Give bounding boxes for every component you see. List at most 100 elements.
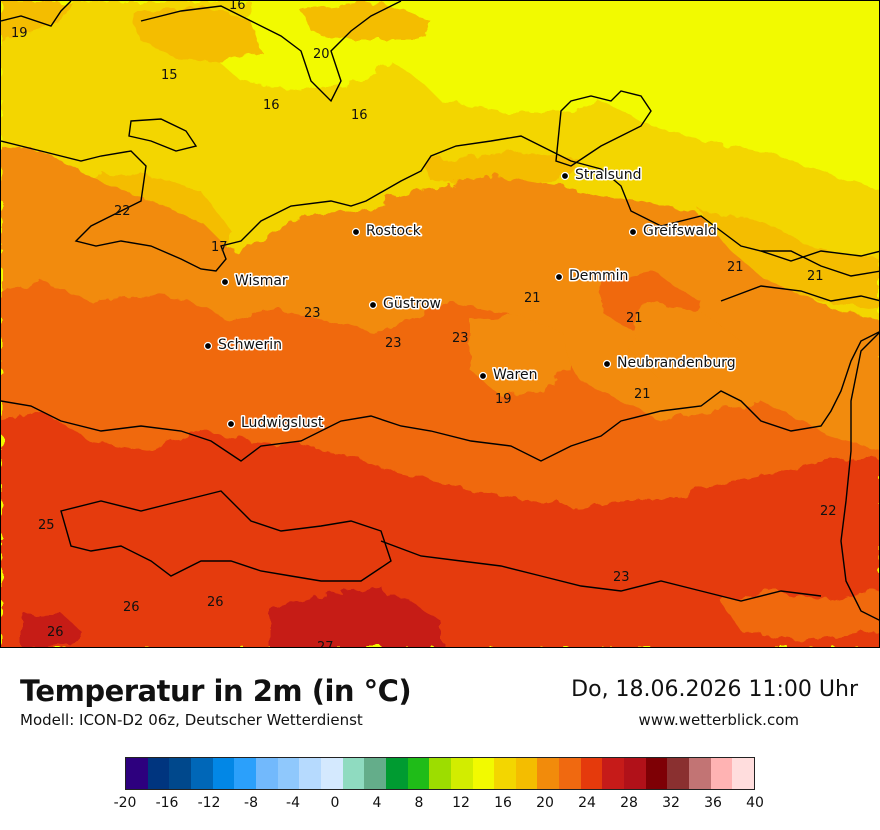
iso-label: 21 [727, 260, 744, 275]
legend-swatch [624, 758, 646, 789]
forecast-datetime: Do, 18.06.2026 11:00 Uhr [571, 677, 858, 702]
legend-swatch [559, 758, 581, 789]
city-guestrow[interactable]: Güstrow [368, 295, 442, 314]
temp-band-24b [471, 301, 741, 396]
city-dot-icon [351, 227, 361, 237]
iso-label: 15 [161, 68, 178, 83]
legend-swatch [364, 758, 386, 789]
city-label: Demmin [569, 268, 628, 284]
legend-ticks: -20 -16 -12 -8 -4 0 4 8 12 16 20 24 28 32 36 40 [114, 795, 764, 815]
city-wismar[interactable]: Wismar [220, 272, 289, 291]
iso-label: 26 [123, 600, 140, 615]
legend-swatch [645, 758, 668, 789]
legend-swatch [667, 758, 690, 789]
city-dot-icon [628, 227, 638, 237]
city-label: Neubrandenburg [617, 355, 736, 371]
legend-swatch [580, 758, 603, 789]
city-rostock[interactable]: Rostock [351, 222, 423, 241]
legend-swatch [277, 758, 300, 789]
iso-label: 27 [317, 640, 334, 648]
city-dot-icon [560, 171, 570, 181]
city-label: Ludwigslust [241, 415, 324, 431]
city-greifswald[interactable]: Greifswald [628, 222, 718, 241]
city-label: Greifswald [643, 223, 717, 239]
legend-tick-label: 24 [578, 795, 596, 811]
legend-swatch [472, 758, 495, 789]
legend-swatch [169, 758, 191, 789]
city-markers: Stralsund Rostock Greifswald Wismar Demm… [203, 166, 737, 433]
legend-swatch [450, 758, 473, 789]
legend-swatch [147, 758, 170, 789]
color-legend [125, 757, 755, 790]
temp-band-20 [1, 1, 879, 311]
iso-label: 20 [313, 47, 330, 62]
iso-label: 23 [304, 306, 321, 321]
iso-label: 16 [263, 98, 280, 113]
legend-swatch [689, 758, 711, 789]
legend-tick-label: 4 [372, 795, 382, 811]
temperature-map[interactable]: 16 19 20 15 16 16 22 17 23 23 23 21 21 2… [0, 0, 880, 648]
city-label: Wismar [235, 273, 288, 289]
city-schwerin[interactable]: Schwerin [203, 336, 284, 355]
legend-tick-label: 32 [662, 795, 680, 811]
map-canvas: 16 19 20 15 16 16 22 17 23 23 23 21 21 2… [1, 1, 879, 648]
iso-label: 21 [524, 291, 541, 306]
city-dot-icon [554, 272, 564, 282]
iso-label: 16 [229, 1, 246, 13]
legend-swatch [407, 758, 430, 789]
city-label: Waren [493, 367, 537, 383]
iso-label: 16 [351, 108, 368, 123]
legend-swatch [126, 758, 148, 789]
iso-label: 21 [634, 387, 651, 402]
iso-label: 26 [207, 595, 224, 610]
city-neubrandenburg[interactable]: Neubrandenburg [602, 354, 737, 373]
city-dot-icon [602, 359, 612, 369]
city-demmin[interactable]: Demmin [554, 267, 630, 286]
legend-swatch [255, 758, 278, 789]
city-label: Stralsund [575, 167, 642, 183]
model-info: Modell: ICON-D2 06z, Deutscher Wetterdie… [20, 711, 363, 729]
legend-swatch [494, 758, 516, 789]
temp-band-18b [1, 1, 171, 141]
iso-label: 19 [11, 26, 28, 41]
city-label: Schwerin [218, 337, 282, 353]
iso-label: 21 [807, 269, 824, 284]
iso-label: 23 [452, 331, 469, 346]
legend-swatch [537, 758, 560, 789]
legend-tick-label: 8 [414, 795, 424, 811]
legend-swatch [385, 758, 408, 789]
legend-tick-label: 12 [452, 795, 470, 811]
legend-tick-label: -8 [244, 795, 258, 811]
legend-tick-label: 0 [330, 795, 340, 811]
legend-swatch [429, 758, 451, 789]
legend-swatch [710, 758, 733, 789]
city-dot-icon [203, 341, 213, 351]
temp-band-24c [721, 591, 879, 641]
city-label: Rostock [366, 223, 422, 239]
city-waren[interactable]: Waren [478, 366, 539, 385]
temp-band-26 [1, 411, 879, 647]
iso-label: 17 [211, 240, 228, 255]
legend-tick-label: -20 [113, 795, 137, 811]
city-label: Güstrow [383, 296, 441, 312]
city-dot-icon [220, 277, 230, 287]
legend-tick-label: 28 [620, 795, 638, 811]
legend-swatch [190, 758, 213, 789]
city-ludwigslust[interactable]: Ludwigslust [226, 414, 325, 433]
city-stralsund[interactable]: Stralsund [560, 166, 643, 185]
coastlines [1, 1, 879, 621]
legend-swatch [320, 758, 343, 789]
website-link[interactable]: www.wetterblick.com [638, 711, 799, 729]
iso-label: 23 [613, 570, 630, 585]
isoline-labels: 16 19 20 15 16 16 22 17 23 23 23 21 21 2… [11, 1, 837, 648]
temp-band-28 [21, 586, 441, 647]
legend-tick-label: -12 [197, 795, 221, 811]
city-dot-icon [226, 419, 236, 429]
iso-label: 23 [385, 336, 402, 351]
legend-tick-label: 36 [704, 795, 722, 811]
city-dot-icon [478, 371, 488, 381]
map-title: Temperatur in 2m (in °C) [20, 674, 412, 708]
map-footer [0, 648, 880, 830]
legend-swatch [602, 758, 625, 789]
iso-label: 19 [495, 392, 512, 407]
